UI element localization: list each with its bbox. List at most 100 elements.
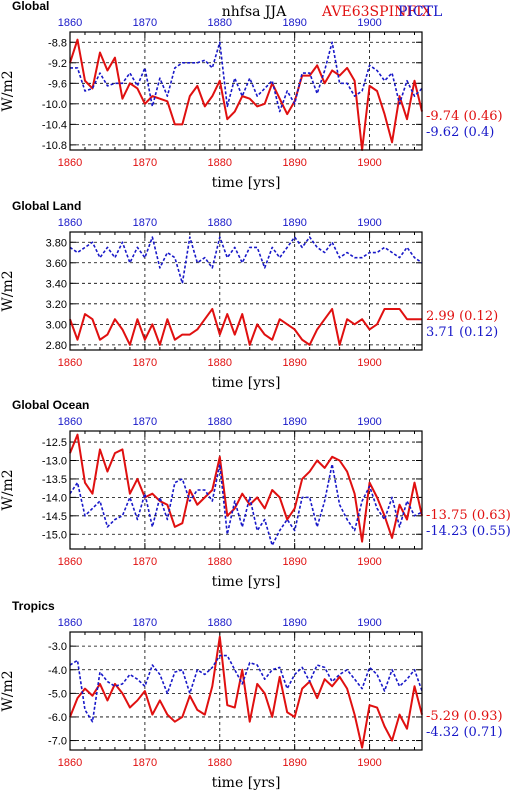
x-tick-label-bottom: 1900 xyxy=(357,357,381,369)
series-line-blue xyxy=(69,654,423,723)
stat-blue: 3.71 (0.12) xyxy=(426,325,498,340)
x-tick-label-top: 1860 xyxy=(58,17,82,29)
y-axis-label: W/m2 xyxy=(0,70,16,111)
series-line-red xyxy=(69,38,423,151)
y-tick-label: -14.5 xyxy=(42,511,67,523)
x-tick-label-top: 1870 xyxy=(133,17,157,29)
x-tick-label-top: 1860 xyxy=(58,416,82,428)
x-tick-label-top: 1860 xyxy=(58,217,82,229)
stat-blue: -14.23 (0.55) xyxy=(426,524,511,539)
y-tick-label: -9.6 xyxy=(48,78,67,90)
y-tick-label: -10.8 xyxy=(42,140,67,152)
x-tick-label-bottom: 1870 xyxy=(133,157,157,169)
x-tick-label-bottom: 1860 xyxy=(58,556,82,568)
y-tick-label: -6.0 xyxy=(48,712,67,724)
x-tick-label-bottom: 1900 xyxy=(357,157,381,169)
x-tick-label-bottom: 1870 xyxy=(133,357,157,369)
x-tick-label-top: 1890 xyxy=(282,416,306,428)
x-tick-label-top: 1890 xyxy=(282,617,306,629)
x-tick-label-bottom: 1890 xyxy=(282,357,306,369)
y-tick-label: 3.60 xyxy=(46,258,67,270)
y-tick-label: -9.2 xyxy=(48,58,67,70)
y-tick-label: -13.0 xyxy=(42,456,67,468)
x-tick-label-bottom: 1860 xyxy=(58,357,82,369)
stat-red: -13.75 (0.63) xyxy=(426,508,511,523)
x-tick-label-top: 1870 xyxy=(133,416,157,428)
stat-red: -9.74 (0.46) xyxy=(426,109,503,124)
figure-title: nhfsa JJA xyxy=(222,4,287,20)
panel-title: Tropics xyxy=(12,599,55,613)
x-tick-label-top: 1880 xyxy=(208,17,232,29)
legend-blue-label: PICTL xyxy=(398,4,442,20)
y-axis-label: W/m2 xyxy=(0,469,16,510)
x-tick-label-bottom: 1860 xyxy=(58,757,82,769)
x-tick-label-bottom: 1880 xyxy=(208,757,232,769)
y-tick-label: 3.00 xyxy=(46,319,67,331)
y-axis-label: W/m2 xyxy=(0,670,16,711)
y-tick-label: -15.0 xyxy=(42,529,67,541)
y-tick-label: 3.80 xyxy=(46,237,67,249)
panel-title: Global Land xyxy=(12,199,81,213)
x-tick-label-bottom: 1900 xyxy=(357,757,381,769)
x-tick-label-top: 1900 xyxy=(357,217,381,229)
stat-red: 2.99 (0.12) xyxy=(426,309,498,324)
x-tick-label-bottom: 1870 xyxy=(133,556,157,568)
y-tick-label: -13.5 xyxy=(42,474,67,486)
series-line-red xyxy=(69,307,422,346)
x-axis-label: time [yrs] xyxy=(212,375,281,391)
x-tick-label-bottom: 1880 xyxy=(208,556,232,568)
y-tick-label: -10.0 xyxy=(42,99,67,111)
series-line-red xyxy=(69,635,423,749)
y-tick-label: -7.0 xyxy=(48,736,67,748)
series-line-blue xyxy=(70,41,423,113)
x-tick-label-top: 1880 xyxy=(208,617,232,629)
plot-frame xyxy=(69,31,423,151)
x-tick-label-top: 1880 xyxy=(208,416,232,428)
stat-blue: -4.32 (0.71) xyxy=(426,725,503,740)
x-tick-label-bottom: 1890 xyxy=(282,556,306,568)
x-tick-label-top: 1890 xyxy=(282,217,306,229)
x-tick-label-top: 1870 xyxy=(133,617,157,629)
plot-frame xyxy=(69,631,423,751)
x-tick-label-bottom: 1890 xyxy=(282,157,306,169)
series-line-blue xyxy=(69,236,423,285)
x-tick-label-bottom: 1860 xyxy=(58,157,82,169)
y-tick-label: 3.20 xyxy=(46,299,67,311)
y-tick-label: -8.8 xyxy=(48,37,67,49)
stat-blue: -9.62 (0.4) xyxy=(426,125,494,140)
chart-panel-3: Global Ocean 1860 1860 1870 1870 1880 1880 1890… xyxy=(0,398,511,590)
x-tick-label-bottom: 1890 xyxy=(282,757,306,769)
series-line-blue xyxy=(69,463,423,547)
x-tick-label-top: 1900 xyxy=(357,416,381,428)
x-axis-label: time [yrs] xyxy=(212,775,281,791)
y-tick-label: -5.0 xyxy=(48,688,67,700)
x-tick-label-top: 1880 xyxy=(208,217,232,229)
y-axis-label: W/m2 xyxy=(0,270,16,311)
x-axis-label: time [yrs] xyxy=(212,175,281,191)
chart-panel-4: Tropics186018601870187018801880189018901… xyxy=(0,599,503,791)
y-tick-label: -12.5 xyxy=(42,437,67,449)
chart-panel-1: Global 1860 1860 1870 1870 1880 1880 1890 1890 19… xyxy=(0,0,503,191)
panel-title: Global Ocean xyxy=(12,398,89,412)
x-tick-label-bottom: 1900 xyxy=(357,556,381,568)
x-tick-label-top: 1870 xyxy=(133,217,157,229)
x-tick-label-top: 1860 xyxy=(58,617,82,629)
y-tick-label: 2.80 xyxy=(46,340,67,352)
y-tick-label: 3.40 xyxy=(46,278,67,290)
panel-title: Global xyxy=(12,0,49,13)
y-tick-label: -14.0 xyxy=(42,492,67,504)
x-tick-label-top: 1900 xyxy=(357,17,381,29)
y-tick-label: -4.0 xyxy=(48,665,67,677)
y-tick-label: -10.4 xyxy=(42,119,67,131)
plot-frame xyxy=(69,430,423,550)
series-line-red xyxy=(69,433,423,543)
x-tick-label-top: 1890 xyxy=(282,17,306,29)
stat-red: -5.29 (0.93) xyxy=(426,709,503,724)
y-tick-label: -3.0 xyxy=(48,641,67,653)
x-tick-label-bottom: 1870 xyxy=(133,757,157,769)
plot-frame xyxy=(69,231,423,351)
x-tick-label-bottom: 1880 xyxy=(208,357,232,369)
x-tick-label-bottom: 1880 xyxy=(208,157,232,169)
x-tick-label-top: 1900 xyxy=(357,617,381,629)
